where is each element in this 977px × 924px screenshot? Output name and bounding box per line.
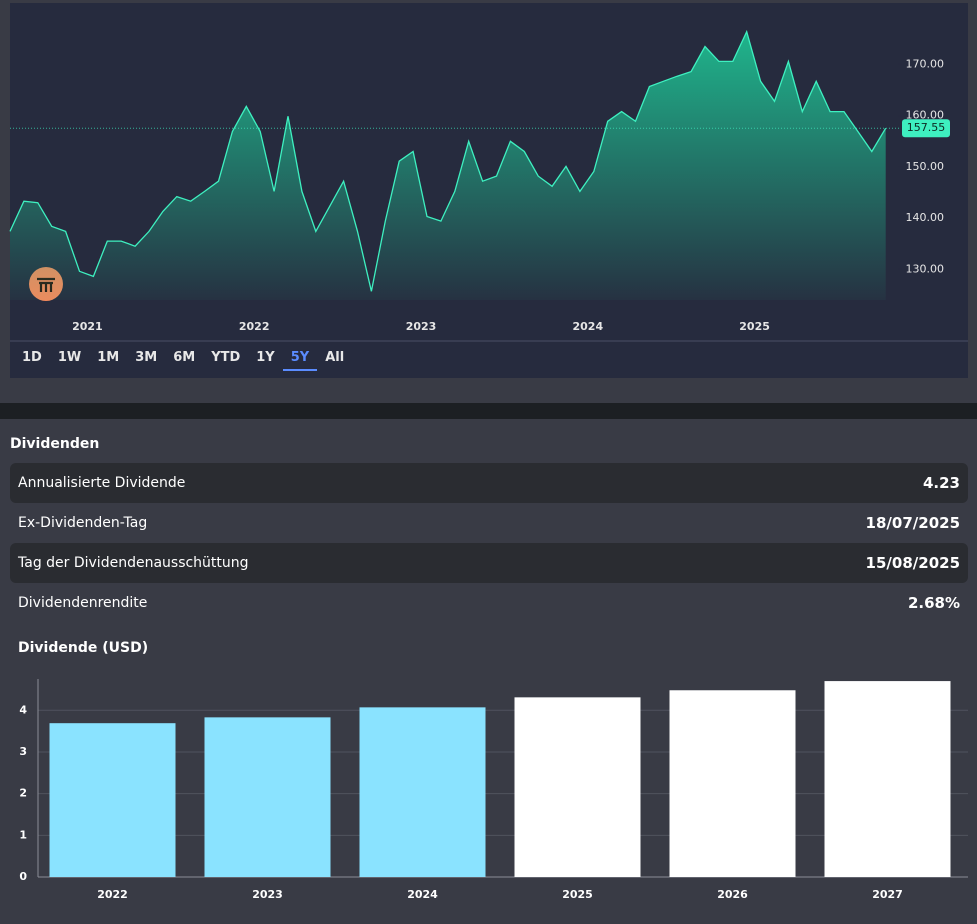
bar	[359, 707, 486, 877]
y-tick-label: 0	[19, 870, 27, 883]
price-line	[9, 29, 887, 292]
row-label: Dividendenrendite	[18, 595, 148, 611]
row-value: 15/08/2025	[865, 554, 960, 572]
chart-area: 130.00 140.00 150.00 160.00 170.00 157.55 2021…	[0, 0, 977, 403]
y-tick-label: 140.00	[906, 211, 945, 224]
y-tick-label: 160.00	[906, 109, 945, 122]
x-tick-label: 2023	[252, 888, 283, 901]
row-label: Tag der Dividendenausschüttung	[18, 555, 249, 571]
bar	[204, 717, 331, 877]
x-tick-label: 2022	[97, 888, 128, 901]
range-button[interactable]: 1M	[97, 350, 120, 365]
range-button[interactable]: 1Y	[256, 350, 275, 365]
row-value: 4.23	[922, 474, 960, 492]
x-tick-label: 2021	[72, 320, 103, 333]
bar	[514, 697, 641, 877]
row-label: Annualisierte Dividende	[18, 475, 186, 491]
row-label: Ex-Dividenden-Tag	[18, 515, 148, 531]
range-buttons: 1D 1W 1M 3M 6M YTD 1Y 5Y All	[14, 350, 352, 371]
dividend-row: Tag der Dividendenausschüttung 15/08/2025	[10, 543, 968, 583]
divider	[0, 403, 977, 419]
x-tick-label: 2022	[239, 320, 270, 333]
range-button[interactable]: 1W	[57, 350, 82, 365]
range-button[interactable]: 1D	[22, 350, 42, 365]
bar	[669, 690, 796, 877]
dividend-row: Annualisierte Dividende 4.23	[10, 463, 968, 503]
y-tick-label: 150.00	[906, 160, 945, 173]
y-tick-label: 170.00	[906, 57, 945, 70]
y-tick-label: 2	[19, 787, 27, 800]
row-value: 2.68%	[907, 594, 960, 612]
section-title: Dividenden	[10, 436, 100, 452]
y-tick-label: 1	[19, 828, 27, 841]
range-button[interactable]: 5Y	[282, 350, 318, 371]
x-tick-label: 2024	[572, 320, 603, 333]
last-price-badge	[902, 119, 950, 138]
dividend-row: Ex-Dividenden-Tag 18/07/2025	[10, 503, 968, 543]
area	[10, 31, 886, 300]
y-tick-label: 130.00	[906, 262, 945, 275]
dividend-row: Dividendenrendite 2.68%	[10, 583, 968, 623]
price-chart: 130.00 140.00 150.00 160.00 170.00 157.55 2021…	[9, 29, 968, 342]
range-button[interactable]: YTD	[211, 350, 241, 365]
x-tick-label: 2025	[739, 320, 770, 333]
range-button[interactable]: 3M	[135, 350, 158, 365]
range-button[interactable]: All	[325, 350, 345, 365]
x-tick-label: 2027	[872, 888, 903, 901]
y-tick-label: 4	[19, 703, 27, 716]
x-tick-label: 2025	[562, 888, 593, 901]
bar	[824, 681, 951, 877]
x-tick-label: 2023	[406, 320, 437, 333]
row-value: 18/07/2025	[865, 514, 960, 532]
dividend-chart: Dividende (USD) 0 1 2 3 4 2022 2023 2024 2025 202…	[18, 640, 968, 901]
range-button[interactable]: 6M	[173, 350, 196, 365]
last-price-label: 157.55	[907, 121, 946, 134]
bar	[49, 723, 176, 877]
x-tick-label: 2024	[407, 888, 438, 901]
x-tick-label: 2026	[717, 888, 748, 901]
y-tick-label: 3	[19, 745, 27, 758]
chart-title: Dividende (USD)	[18, 640, 148, 656]
